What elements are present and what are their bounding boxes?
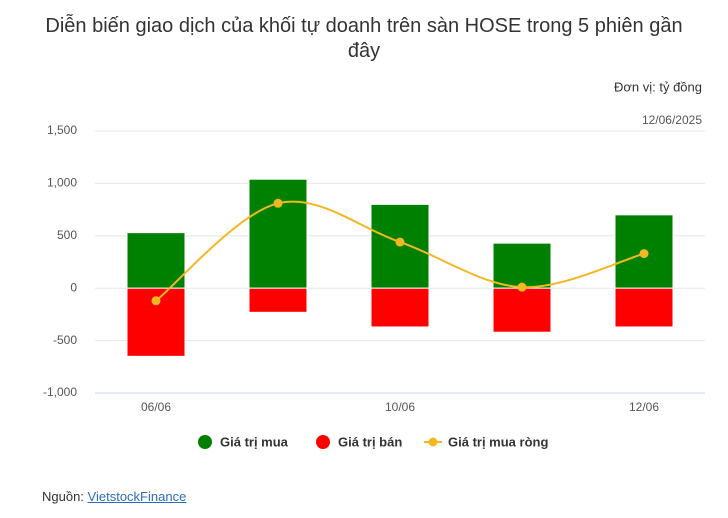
legend-label: Giá trị mua ròng: [448, 434, 548, 449]
date-note: 12/06/2025: [642, 113, 702, 127]
line-point: [395, 237, 405, 247]
chart: Đơn vị: tỷ đồng 12/06/2025 -1,000 -500 0 50…: [43, 79, 705, 449]
bar: [614, 287, 674, 328]
unit-note: Đơn vị: tỷ đồng: [614, 79, 702, 94]
x-tick-label: 06/06: [141, 400, 171, 414]
bar: [492, 242, 552, 289]
line-point: [639, 249, 649, 259]
bar: [248, 178, 308, 289]
y-tick-label: -1,000: [43, 385, 77, 399]
bar: [126, 232, 186, 289]
source-link[interactable]: VietstockFinance: [87, 489, 187, 504]
y-tick-label: 1,000: [47, 176, 77, 190]
y-tick-label: -500: [53, 333, 77, 347]
y-tick-label: 500: [57, 228, 77, 242]
legend-symbol: [428, 437, 438, 447]
legend-symbol: [198, 435, 212, 449]
legend-label: Giá trị bán: [338, 434, 402, 449]
y-tick-label: 1,500: [47, 123, 77, 137]
source-label: Nguồn:: [42, 489, 84, 504]
x-tick-label: 12/06: [629, 400, 659, 414]
bar: [492, 287, 552, 333]
bar: [248, 287, 308, 313]
x-tick-label: 10/06: [385, 400, 415, 414]
legend-symbol: [316, 435, 330, 449]
bar: [370, 287, 430, 328]
y-tick-label: 0: [70, 280, 77, 294]
legend-label: Giá trị mua: [220, 434, 289, 449]
line-point: [517, 282, 527, 292]
chart-title: Diễn biến giao dịch của khối tự doanh tr…: [45, 15, 683, 62]
source: Nguồn: VietstockFinance: [42, 489, 186, 504]
line-point: [273, 198, 283, 208]
line-point: [151, 296, 161, 306]
